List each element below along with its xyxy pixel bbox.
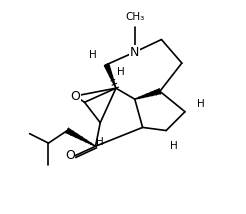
Text: O: O: [65, 149, 75, 162]
Text: CH₃: CH₃: [125, 12, 144, 22]
Polygon shape: [135, 89, 161, 99]
Text: H: H: [89, 50, 96, 60]
Text: H: H: [96, 137, 104, 147]
Text: H: H: [170, 141, 178, 151]
Text: N: N: [130, 46, 139, 59]
Text: H: H: [197, 99, 205, 109]
Text: H: H: [117, 67, 124, 77]
Text: O: O: [70, 89, 80, 103]
Polygon shape: [66, 128, 95, 146]
Polygon shape: [104, 64, 116, 88]
